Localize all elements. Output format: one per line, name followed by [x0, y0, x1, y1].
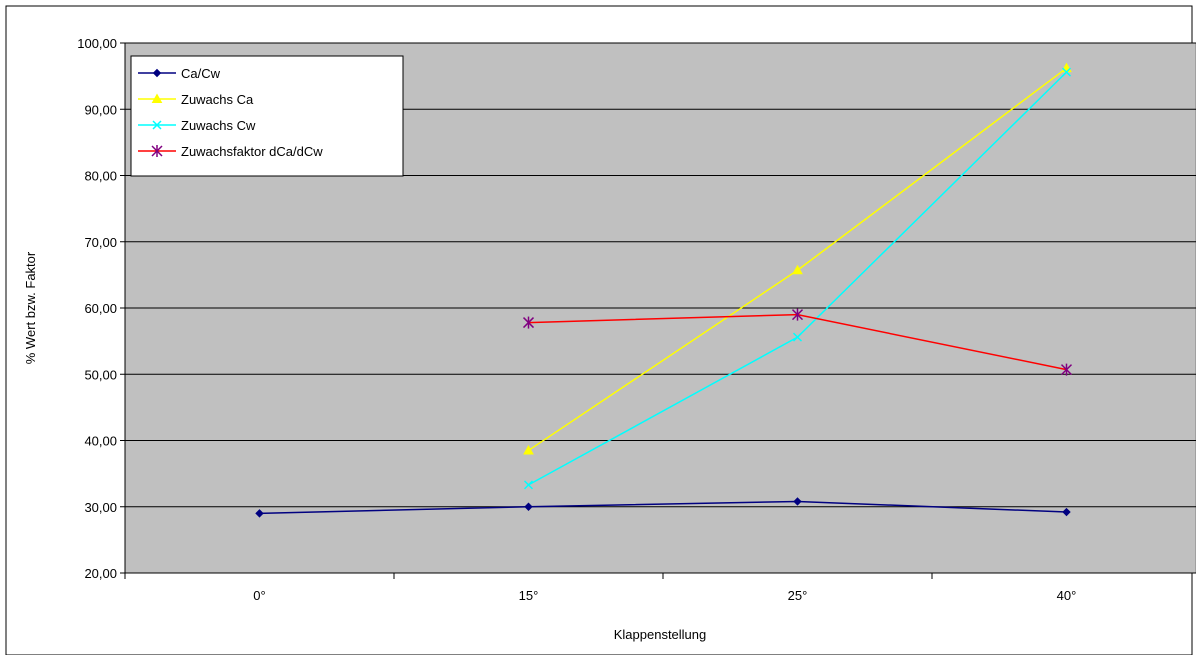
data-point [793, 497, 802, 506]
marker-stroke [523, 480, 534, 490]
series-line-ca-cw [259, 500, 1067, 515]
data-point [523, 480, 534, 490]
data-point [255, 509, 264, 518]
axes [120, 42, 1196, 579]
marker-stroke [792, 332, 803, 342]
y-tick-label: 30,00 [84, 500, 117, 515]
y-tick-label: 100,00 [77, 36, 117, 51]
y-tick-labels: 20,00 30,00 40,00 50,00 60,00 70,00 80,00 90,00… [77, 36, 117, 581]
series-markers [255, 62, 1073, 518]
legend-entry: Zuwachs Ca [138, 92, 254, 107]
data-point [522, 316, 535, 329]
data-point [791, 308, 804, 321]
data-point [151, 145, 163, 157]
y-tick-label: 70,00 [84, 235, 117, 250]
legend-box [130, 55, 404, 177]
data-point [792, 264, 803, 275]
marker-stroke [1061, 67, 1072, 77]
legend-label: Zuwachs Cw [181, 118, 256, 133]
legend: Ca/Cw Zuwachs Ca Zuwachs Cw Zuwachsfaktor d… [130, 55, 404, 177]
legend-entry: Zuwachs Cw [138, 118, 256, 133]
x-tick-labels: 0° 15° 25° 40° [253, 588, 1076, 603]
y-tick-label: 90,00 [84, 102, 117, 117]
marker-stroke [152, 120, 162, 130]
y-tick-label: 80,00 [84, 169, 117, 184]
x-axis-title: Klappenstellung [614, 627, 707, 642]
y-axis-title: % Wert bzw. Faktor [23, 251, 38, 364]
data-point [1062, 507, 1071, 517]
x-tick-label: 40° [1057, 588, 1077, 603]
y-tick-label: 40,00 [84, 434, 117, 449]
y-tick-label: 60,00 [84, 301, 117, 316]
y-tick-label: 50,00 [84, 367, 117, 382]
x-tick-label: 0° [253, 588, 265, 603]
legend-label: Zuwachsfaktor dCa/dCw [181, 144, 323, 159]
legend-label: Zuwachs Ca [181, 92, 254, 107]
data-point [524, 502, 533, 511]
x-tick-label: 25° [788, 588, 808, 603]
data-point [152, 120, 162, 130]
legend-entry: Zuwachsfaktor dCa/dCw [138, 144, 323, 159]
data-point [151, 93, 163, 103]
data-point [792, 332, 803, 342]
data-point [1061, 67, 1072, 77]
legend-label: Ca/Cw [181, 66, 221, 81]
x-tick-label: 15° [519, 588, 539, 603]
data-point [1060, 363, 1073, 376]
data-point [152, 68, 162, 78]
legend-entry: Ca/Cw [138, 66, 221, 81]
y-tick-label: 20,00 [84, 566, 117, 581]
data-point [523, 444, 534, 455]
